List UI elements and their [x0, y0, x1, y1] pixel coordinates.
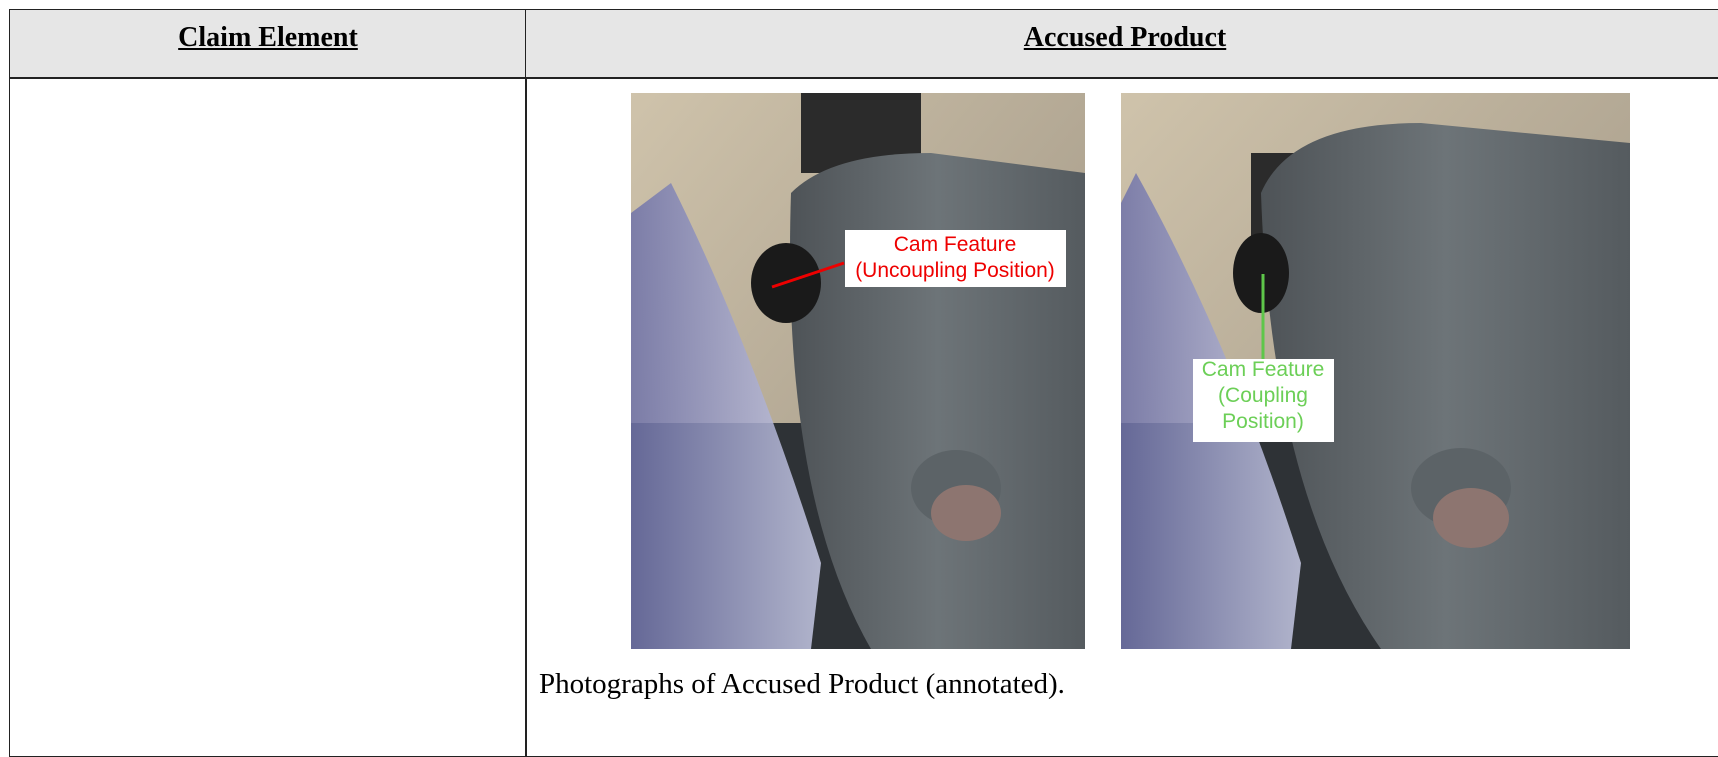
header-text: Claim Element [178, 22, 358, 53]
header-text: Accused Product [1023, 22, 1227, 53]
claim-cell [9, 77, 527, 757]
annotation: Cam Feature [1202, 358, 1325, 381]
photo: Cam Feature (Coupling Position) [1121, 93, 1630, 649]
header-cell: Claim Element [9, 9, 527, 79]
caption: Photographs of Accused Product (annotate… [539, 668, 1065, 700]
annotation: (Coupling [1218, 384, 1308, 407]
header-cell: Accused Product [525, 9, 1718, 79]
annotation: Cam Feature [894, 233, 1017, 256]
photo: Cam Feature (Uncoupling Position) [631, 93, 1085, 649]
annotation: (Uncoupling Position) [855, 259, 1055, 282]
annotation: Position) [1222, 410, 1304, 433]
